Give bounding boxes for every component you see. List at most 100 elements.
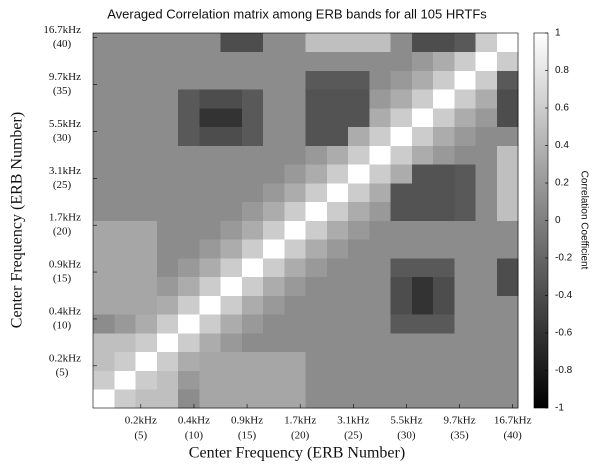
- heatmap-cell: [348, 89, 370, 109]
- heatmap-cell: [390, 89, 413, 109]
- x-tick-sublabel: (35): [450, 430, 469, 442]
- heatmap-cell: [390, 70, 413, 90]
- heatmap-cell: [241, 220, 264, 240]
- heatmap-cell: [454, 164, 476, 184]
- heatmap-cell: [454, 201, 476, 221]
- heatmap-cell: [284, 295, 306, 315]
- heatmap-cell: [390, 276, 413, 296]
- heatmap-cell: [135, 276, 158, 296]
- heatmap-cell: [496, 333, 519, 353]
- heatmap-cell: [433, 70, 455, 90]
- heatmap-cell: [305, 333, 328, 353]
- heatmap-cell: [199, 314, 221, 334]
- heatmap-cell: [220, 145, 243, 165]
- heatmap-cell: [390, 239, 413, 259]
- heatmap-cell: [199, 126, 221, 146]
- heatmap-cell: [241, 389, 264, 409]
- heatmap-cell: [348, 258, 370, 278]
- y-tick-sublabel: (25): [53, 179, 72, 191]
- heatmap-cell: [433, 183, 455, 203]
- x-tick-label: 0.2kHz: [125, 415, 157, 427]
- heatmap-cell: [114, 351, 136, 371]
- heatmap-cell: [305, 126, 328, 146]
- heatmap-cell: [348, 51, 370, 71]
- heatmap-cell: [475, 276, 498, 296]
- heatmap-cell: [326, 351, 349, 371]
- heatmap-cell: [305, 145, 328, 165]
- heatmap-cell: [199, 51, 221, 71]
- heatmap-cell: [433, 220, 455, 240]
- heatmap-cell: [178, 164, 200, 184]
- heatmap-cell: [199, 164, 221, 184]
- heatmap-cell: [135, 333, 158, 353]
- heatmap-cell: [241, 33, 264, 53]
- heatmap-cell: [263, 70, 285, 90]
- heatmap-cell: [220, 108, 243, 128]
- heatmap-cell: [390, 389, 413, 409]
- x-tick-sublabel: (30): [397, 430, 416, 442]
- heatmap-cell: [369, 201, 391, 221]
- heatmap-cell: [475, 108, 498, 128]
- heatmap-cell: [263, 220, 285, 240]
- heatmap-cell: [475, 333, 498, 353]
- heatmap-cell: [326, 258, 349, 278]
- heatmap-cell: [348, 201, 370, 221]
- heatmap-cell: [454, 145, 476, 165]
- heatmap-cell: [220, 276, 243, 296]
- heatmap-cell: [475, 370, 498, 390]
- heatmap-cell: [93, 239, 115, 259]
- heatmap-cell: [135, 351, 158, 371]
- heatmap-cell: [433, 370, 455, 390]
- heatmap-cell: [263, 239, 285, 259]
- heatmap-cell: [433, 295, 455, 315]
- heatmap-cell: [241, 183, 264, 203]
- y-tick-sublabel: (10): [53, 319, 72, 331]
- heatmap-cell: [433, 276, 455, 296]
- heatmap-cell: [475, 258, 498, 278]
- heatmap-cell: [369, 70, 391, 90]
- heatmap-cell: [411, 220, 434, 240]
- heatmap-cell: [114, 389, 136, 409]
- heatmap-cell: [284, 201, 306, 221]
- heatmap-cell: [156, 258, 179, 278]
- heatmap-cell: [369, 239, 391, 259]
- heatmap-cell: [496, 276, 519, 296]
- heatmap-cell: [475, 164, 498, 184]
- heatmap-cell: [220, 89, 243, 109]
- heatmap-cell: [114, 164, 136, 184]
- heatmap-cell: [475, 33, 498, 53]
- heatmap-cell: [114, 51, 136, 71]
- heatmap-cell: [454, 258, 476, 278]
- heatmap-cell: [411, 389, 434, 409]
- heatmap-cell: [114, 126, 136, 146]
- heatmap-cell: [454, 239, 476, 259]
- heatmap-cell: [220, 183, 243, 203]
- colorbar-tick-label: -0.2: [555, 253, 573, 264]
- heatmap-cell: [263, 51, 285, 71]
- heatmap-cell: [305, 351, 328, 371]
- heatmap-cell: [156, 314, 179, 334]
- heatmap-cell: [454, 314, 476, 334]
- x-tick-label: 1.7kHz: [284, 415, 316, 427]
- heatmap-cell: [305, 314, 328, 334]
- heatmap-cell: [390, 370, 413, 390]
- heatmap-cell: [284, 89, 306, 109]
- heatmap-cell: [496, 89, 519, 109]
- heatmap-cell: [348, 164, 370, 184]
- heatmap-cell: [369, 51, 391, 71]
- heatmap-cell: [411, 258, 434, 278]
- heatmap-cell: [326, 220, 349, 240]
- heatmap-cell: [369, 351, 391, 371]
- heatmap-cell: [199, 389, 221, 409]
- x-tick-label: 3.1kHz: [337, 415, 369, 427]
- y-tick-label: 16.7kHz: [43, 24, 81, 36]
- y-tick-sublabel: (20): [53, 226, 72, 238]
- heatmap-cell: [411, 33, 434, 53]
- heatmap-cell: [178, 108, 200, 128]
- heatmap-cell: [220, 164, 243, 184]
- heatmap-cell: [326, 145, 349, 165]
- heatmap-cell: [305, 295, 328, 315]
- heatmap-cell: [305, 220, 328, 240]
- heatmap-cell: [178, 258, 200, 278]
- colorbar-tick-label: -0.8: [555, 365, 573, 376]
